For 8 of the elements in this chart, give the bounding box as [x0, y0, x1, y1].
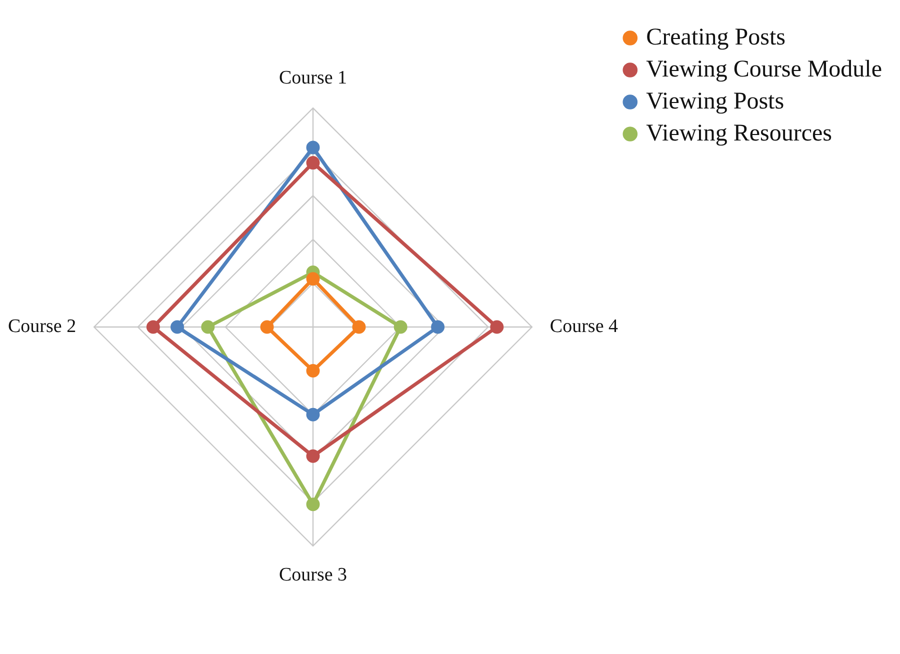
spoke-label: Course 4	[550, 316, 618, 337]
legend-label: Viewing Course Module	[646, 56, 882, 82]
legend-label: Viewing Resources	[646, 120, 832, 146]
spoke-label: Course 1	[278, 68, 348, 89]
spoke-label: Course 2	[8, 316, 76, 337]
spoke-label: Course 3	[278, 564, 348, 586]
legend-label: Viewing Posts	[646, 88, 784, 114]
legend-label: Creating Posts	[646, 24, 786, 50]
